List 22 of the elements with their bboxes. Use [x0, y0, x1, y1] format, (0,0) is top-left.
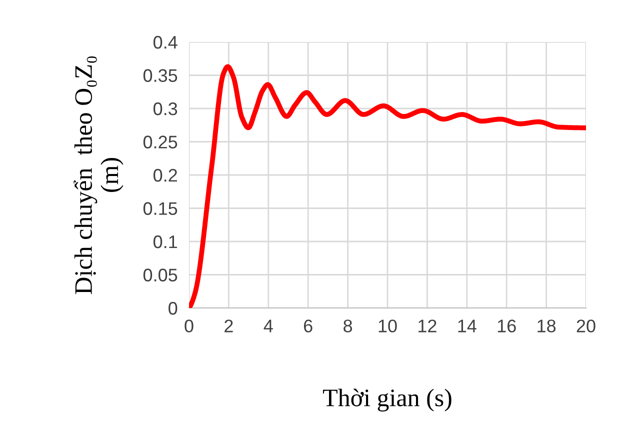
y-tick-label: 0.3	[153, 102, 178, 116]
y-tick-label: 0	[168, 302, 178, 315]
x-tick-label: 8	[344, 320, 352, 332]
x-tick-label: 4	[264, 320, 273, 332]
x-axis-title: Thời gian (s)	[323, 388, 452, 412]
x-tick-label: 18	[538, 320, 556, 332]
y-tick-label: 0.2	[153, 168, 177, 182]
y-tick-label: 0.05	[143, 268, 178, 282]
x-tick-label: 20	[576, 320, 596, 332]
y-tick-label: 0.35	[143, 69, 178, 82]
y-axis-title: Dịch chuyển theo O₀Z₀ (m)	[74, 56, 124, 294]
x-tick-label: 0	[184, 320, 194, 332]
y-tick-label: 0.1	[153, 235, 178, 248]
x-tick-label: 2	[224, 320, 233, 332]
y-tick-label: 0.15	[143, 202, 178, 215]
x-tick-label: 16	[498, 320, 516, 332]
y-tick-label: 0.25	[143, 136, 178, 148]
x-tick-label: 14	[458, 320, 476, 332]
x-tick-label: 10	[378, 320, 397, 332]
y-tick-label: 0.4	[153, 36, 178, 49]
x-tick-label: 12	[418, 320, 436, 332]
x-tick-label: 6	[304, 320, 312, 332]
